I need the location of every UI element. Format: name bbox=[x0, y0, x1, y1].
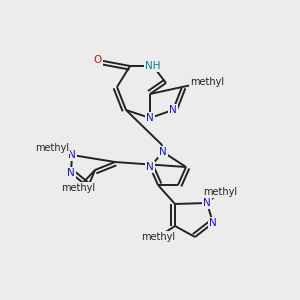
Text: N: N bbox=[146, 113, 154, 123]
Text: N: N bbox=[159, 147, 167, 157]
Text: N: N bbox=[169, 105, 177, 115]
Text: O: O bbox=[94, 55, 102, 65]
Text: N: N bbox=[203, 198, 211, 208]
Text: methyl: methyl bbox=[203, 187, 237, 197]
Text: methyl: methyl bbox=[61, 183, 95, 193]
Text: methyl: methyl bbox=[190, 77, 224, 87]
Text: N: N bbox=[209, 218, 217, 228]
Text: N: N bbox=[146, 162, 154, 172]
Text: methyl: methyl bbox=[141, 232, 175, 242]
Text: NH: NH bbox=[145, 61, 161, 71]
Text: methyl: methyl bbox=[35, 143, 69, 153]
Text: N: N bbox=[68, 150, 76, 160]
Text: N: N bbox=[67, 168, 75, 178]
